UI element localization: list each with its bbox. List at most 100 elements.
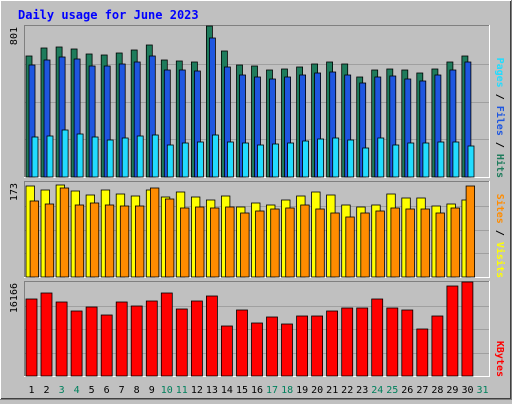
bar-pages-day-16: [257, 144, 264, 178]
bar-sites-day-28: [435, 212, 445, 278]
scale-label: 16166: [9, 283, 20, 313]
bar-sites-day-12: [195, 206, 205, 278]
day-label-13: 13: [206, 385, 218, 396]
bar-kbytes-day-30: [461, 281, 474, 377]
legend-kbytes: KBytes: [494, 341, 505, 377]
bar-kbytes-day-16: [251, 322, 263, 377]
bar-sites-day-8: [134, 205, 145, 278]
day-label-26: 26: [401, 385, 413, 396]
bar-kbytes-day-23: [356, 307, 369, 377]
bar-pages-day-19: [302, 140, 310, 178]
day-label-24: 24: [371, 385, 383, 396]
bar-pages-day-13: [211, 134, 219, 178]
bar-pages-day-12: [196, 141, 204, 178]
bar-sites-day-19: [300, 204, 310, 278]
bar-sites-day-30: [465, 185, 476, 278]
legend-label: /: [494, 136, 505, 154]
legend-label: Hits: [494, 154, 506, 178]
legend-label: KBytes: [494, 341, 505, 377]
bar-sites-day-13: [210, 207, 220, 278]
day-label-28: 28: [431, 385, 443, 396]
bar-kbytes-day-12: [190, 300, 203, 377]
bar-sites-day-11: [180, 207, 190, 278]
legend-hits_files_pages: Pages / Files / Hits: [494, 58, 506, 178]
bar-kbytes-day-26: [401, 309, 414, 377]
bar-kbytes-day-18: [281, 323, 293, 377]
day-label-16: 16: [251, 385, 263, 396]
bar-kbytes-day-20: [311, 315, 324, 377]
day-label-9: 9: [149, 385, 155, 396]
bar-sites-day-22: [345, 216, 355, 278]
bar-pages-day-26: [407, 142, 415, 178]
bar-kbytes-day-14: [220, 325, 233, 377]
day-label-27: 27: [416, 385, 428, 396]
bar-pages-day-30: [467, 145, 475, 178]
day-label-1: 1: [28, 385, 34, 396]
day-label-15: 15: [236, 385, 248, 396]
day-label-10: 10: [161, 385, 173, 396]
day-label-19: 19: [296, 385, 308, 396]
bar-kbytes-day-4: [70, 310, 83, 377]
bar-pages-day-28: [437, 141, 445, 178]
bar-sites-day-18: [285, 207, 295, 278]
bar-kbytes-day-2: [40, 292, 53, 377]
bar-pages-day-4: [76, 133, 84, 178]
bar-pages-day-5: [91, 136, 99, 178]
bar-sites-day-9: [149, 187, 160, 278]
bar-kbytes-day-5: [85, 306, 98, 377]
bar-sites-day-27: [420, 208, 430, 278]
day-label-3: 3: [59, 385, 65, 396]
bar-kbytes-day-10: [160, 292, 173, 377]
bar-sites-day-23: [360, 212, 370, 278]
bar-kbytes-day-28: [431, 315, 444, 377]
day-label-31: 31: [476, 385, 488, 396]
bar-kbytes-day-22: [341, 307, 354, 377]
legend-visits_sites: Sites / Visits: [494, 194, 506, 278]
day-label-4: 4: [74, 385, 80, 396]
bar-pages-day-23: [362, 147, 370, 178]
bar-sites-day-7: [119, 205, 130, 278]
series-files: [28, 37, 472, 178]
bar-pages-day-11: [181, 142, 189, 178]
bar-pages-day-25: [392, 144, 400, 178]
panel-kbytes: 16166 KBytes: [9, 281, 505, 377]
bar-sites-day-17: [270, 208, 280, 278]
panel-visits_sites: 173 Sites / Visits: [9, 181, 506, 278]
bar-kbytes-day-1: [25, 298, 38, 377]
day-label-20: 20: [311, 385, 323, 396]
day-axis-labels: 1 2 3 4 5 6 7 8 9 10 11 12 13 14 15 16 17 18 19 20 21 22 23 24 2…: [28, 385, 488, 396]
bar-sites-day-15: [240, 212, 250, 278]
day-label-30: 30: [461, 385, 473, 396]
bar-pages-day-22: [347, 139, 355, 178]
bar-pages-day-8: [136, 135, 144, 178]
bar-sites-day-4: [74, 204, 85, 278]
bar-sites-day-6: [104, 204, 115, 278]
bar-pages-day-24: [377, 137, 385, 178]
day-label-2: 2: [43, 385, 49, 396]
bar-kbytes-day-21: [326, 310, 339, 377]
legend-label: Pages: [494, 58, 505, 88]
day-label-7: 7: [119, 385, 125, 396]
bar-pages-day-20: [317, 138, 325, 178]
bar-pages-day-10: [166, 144, 174, 178]
bar-kbytes-day-8: [130, 305, 143, 377]
day-label-6: 6: [104, 385, 110, 396]
chart-panels: 801 Pages / Files / Hits 173 Sites / Visits…: [9, 25, 506, 377]
bar-sites-day-14: [225, 206, 235, 278]
chart-title: Daily usage for June 2023: [18, 8, 199, 22]
bar-pages-day-21: [332, 137, 340, 178]
bar-kbytes-day-6: [100, 314, 113, 377]
series-pages: [31, 129, 475, 178]
bar-sites-day-24: [375, 210, 385, 278]
bar-sites-day-1: [29, 200, 40, 278]
bar-pages-day-1: [31, 136, 39, 178]
series-kbytes: [25, 281, 474, 377]
day-label-22: 22: [341, 385, 353, 396]
bar-sites-day-10: [164, 198, 175, 278]
day-label-11: 11: [176, 385, 188, 396]
bar-pages-day-27: [422, 142, 430, 178]
bar-pages-day-15: [242, 142, 249, 178]
day-label-5: 5: [89, 385, 95, 396]
bar-kbytes-day-29: [446, 285, 459, 377]
